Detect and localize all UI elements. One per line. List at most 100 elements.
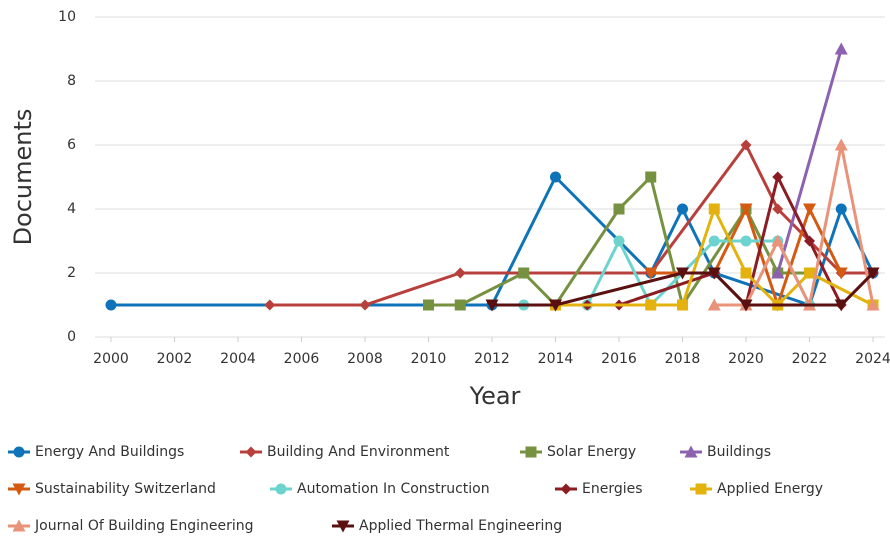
legend-label: Energies [582, 481, 643, 497]
legend-label: Energy And Buildings [35, 444, 184, 460]
y-tick-label: 8 [67, 73, 76, 89]
legend-item: Energies [555, 481, 643, 497]
marker [454, 299, 466, 311]
marker [707, 267, 721, 280]
series [771, 42, 848, 279]
marker [707, 298, 721, 311]
marker [644, 267, 658, 280]
y-tick-label: 2 [67, 265, 76, 281]
legend-label: Building And Environment [267, 444, 450, 460]
legend-marker [13, 446, 25, 458]
marker [708, 235, 720, 247]
legend-item: Energy And Buildings [8, 444, 184, 460]
marker [866, 298, 880, 311]
legend-label: Automation In Construction [297, 481, 490, 497]
legend-marker [275, 483, 287, 495]
legend-item: Journal Of Building Engineering [8, 518, 254, 534]
y-tick-label: 10 [58, 9, 76, 25]
x-tick-label: 2024 [855, 351, 890, 367]
marker [803, 203, 816, 216]
legend-marker [684, 445, 698, 458]
legend-marker [560, 483, 572, 495]
marker [677, 299, 688, 311]
marker [740, 267, 752, 279]
marker [739, 203, 753, 216]
legend-label: Journal Of Building Engineering [34, 518, 254, 534]
y-tick-label: 0 [67, 329, 76, 345]
x-tick-label: 2012 [474, 351, 510, 367]
series [264, 139, 879, 311]
marker [105, 299, 117, 311]
marker [613, 235, 625, 247]
x-tick-label: 2010 [411, 351, 447, 367]
legend-marker [336, 520, 350, 533]
marker [677, 203, 688, 215]
marker [772, 203, 784, 215]
marker [645, 171, 657, 183]
legend-label: Buildings [707, 444, 771, 460]
y-axis-label: Documents [9, 109, 37, 246]
marker [835, 203, 847, 215]
legend-marker [12, 519, 26, 532]
x-tick-label: 2004 [220, 351, 256, 367]
marker [518, 267, 530, 279]
marker [834, 138, 848, 151]
series-line [269, 142, 873, 307]
x-tick-label: 2014 [538, 351, 574, 367]
marker [834, 299, 848, 312]
series [485, 267, 880, 312]
series-line [776, 48, 843, 274]
marker [454, 267, 466, 279]
legend-item: Buildings [680, 444, 771, 460]
legend-item: Building And Environment [240, 444, 450, 460]
legend-marker [525, 446, 537, 458]
x-tick-label: 2022 [792, 351, 828, 367]
legend-label: Solar Energy [547, 444, 636, 460]
marker [613, 203, 625, 215]
legend-marker [245, 446, 257, 458]
marker [834, 267, 848, 280]
x-tick-label: 2002 [157, 351, 193, 367]
marker [423, 299, 434, 311]
marker [866, 267, 880, 280]
x-tick-label: 2008 [347, 351, 383, 367]
x-axis-label: Year [469, 382, 521, 410]
marker [645, 299, 657, 311]
marker [676, 267, 689, 280]
marker [740, 139, 752, 151]
legend-item: Applied Energy [690, 481, 823, 497]
marker [804, 267, 815, 279]
marker [739, 299, 753, 312]
marker [771, 234, 785, 247]
y-tick-label: 4 [67, 201, 76, 217]
legend-label: Applied Energy [717, 481, 823, 497]
marker [485, 299, 499, 312]
y-tick-label: 6 [67, 137, 76, 153]
legend-marker [12, 483, 26, 496]
legend-item: Automation In Construction [270, 481, 490, 497]
marker [772, 171, 784, 183]
marker [740, 235, 752, 247]
marker [264, 299, 276, 311]
legend-item: Applied Thermal Engineering [332, 518, 562, 534]
marker [834, 42, 848, 55]
legend-label: Applied Thermal Engineering [359, 518, 562, 534]
x-tick-label: 2000 [93, 351, 129, 367]
legend-label: Sustainability Switzerland [35, 481, 216, 497]
series-line [587, 172, 875, 308]
legend-marker [695, 483, 707, 495]
x-tick-label: 2006 [284, 351, 320, 367]
marker [708, 203, 720, 215]
marker [359, 299, 371, 311]
marker [804, 235, 815, 247]
marker [550, 171, 561, 183]
legend-item: Solar Energy [520, 444, 636, 460]
marker [771, 266, 785, 279]
x-tick-label: 2020 [728, 351, 764, 367]
series-line [714, 144, 875, 310]
x-tick-label: 2016 [601, 351, 637, 367]
legend-item: Sustainability Switzerland [8, 481, 216, 497]
x-tick-label: 2018 [665, 351, 701, 367]
series [707, 138, 880, 311]
